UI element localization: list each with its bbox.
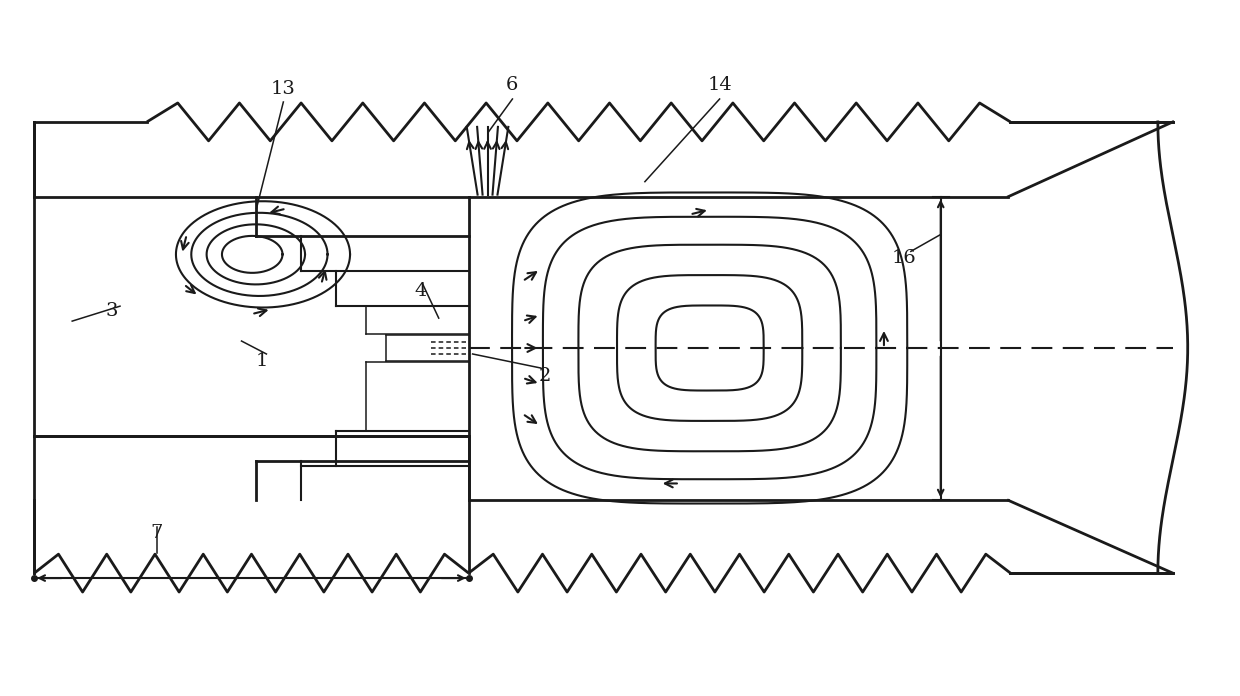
- Text: 13: 13: [270, 80, 296, 98]
- Text: 7: 7: [151, 524, 162, 542]
- Text: 6: 6: [506, 76, 518, 94]
- Text: 1: 1: [255, 352, 268, 370]
- Text: 3: 3: [105, 302, 118, 320]
- Text: 2: 2: [539, 367, 552, 385]
- Text: 16: 16: [892, 249, 916, 267]
- Text: 14: 14: [707, 76, 732, 94]
- Text: 4: 4: [414, 282, 427, 300]
